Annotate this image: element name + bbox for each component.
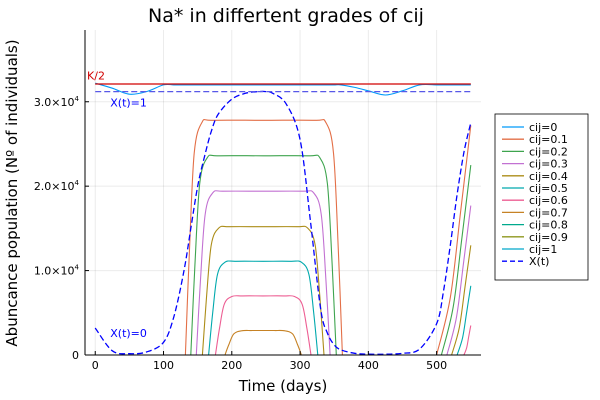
x-tick-label: 500 [426, 359, 447, 372]
series-cij-0-1-group [95, 83, 472, 356]
series-cij-0-6-group [214, 295, 472, 356]
annotations: K/2 X(t)=1 X(t)=0 [87, 70, 147, 340]
legend-entry: cij=0 [529, 121, 557, 134]
legend-entry: cij=0.3 [529, 158, 568, 171]
annotation-label: X(t)=0 [110, 327, 147, 340]
series-cij-0-5-plateau [208, 260, 319, 356]
series-cij-0-5-group [208, 260, 472, 356]
series-cij-0-2-group [190, 154, 472, 356]
x-tick-label: 200 [221, 359, 242, 372]
y-axis-label: Abuncance population (Nº of individuals) [3, 39, 21, 346]
series-cij-0-6-tail [463, 325, 472, 356]
grid [85, 30, 481, 356]
legend-entry: cij=0.7 [529, 206, 568, 219]
legend-entry: X(t) [529, 255, 549, 268]
y-tick-label: 0 [72, 349, 79, 362]
series-cij-0-1-plateau [184, 119, 343, 356]
series-lines [94, 82, 472, 356]
series-cij-0 [95, 82, 471, 96]
legend-entry: cij=0.5 [529, 182, 568, 195]
annotation-label: X(t)=1 [110, 97, 147, 110]
series-cij-0-6-plateau [214, 295, 312, 356]
series-cij-0-7-plateau [224, 329, 302, 356]
chart-title: Na* in differtent grades of cij [148, 5, 424, 27]
series-cij-0-4-plateau [201, 225, 325, 356]
y-tick-label: 1.0×104 [34, 264, 80, 278]
legend-entry: cij=0.9 [529, 231, 568, 244]
y-tick-label: 2.0×104 [34, 179, 80, 193]
ticks: 0 100 200 300 400 500 0 1.0×104 2.0×104 3.0×104 [34, 95, 447, 372]
legend: cij=0cij=0.1cij=0.2cij=0.3cij=0.4cij=0.5… [494, 113, 589, 281]
series-cij-0-group [95, 82, 471, 96]
x-tick-label: 100 [153, 359, 174, 372]
legend-entry: cij=0.4 [529, 170, 568, 183]
series-x-t--group [94, 90, 472, 355]
series-cij-0-7-group [224, 329, 302, 356]
series-cij-0-2-plateau [190, 154, 337, 356]
series-cij-0-3-tail [446, 205, 472, 356]
legend-entry: cij=0.8 [529, 219, 568, 232]
annotation-label: K/2 [87, 70, 105, 83]
legend-entry: cij=0.1 [529, 133, 568, 146]
legend-entry: cij=0.2 [529, 145, 568, 158]
series-cij-0-3-plateau [195, 190, 331, 356]
legend-box [494, 113, 589, 281]
legend-entry: cij=0.6 [529, 194, 568, 207]
series-cij-0-1-tail [436, 125, 472, 356]
series-cij-0-4-group [201, 225, 472, 356]
x-tick-label: 400 [358, 359, 379, 372]
series-cij-0-3-group [195, 190, 472, 356]
y-tick-label: 3.0×104 [34, 95, 80, 109]
x-tick-label: 300 [290, 359, 311, 372]
legend-entry: cij=1 [529, 243, 557, 256]
series-cij-0-5-tail [456, 285, 472, 356]
x-axis-label: Time (days) [238, 377, 328, 395]
series-cij-0-2-tail [440, 165, 472, 356]
axes [84, 30, 481, 356]
series-x-t- [94, 90, 472, 355]
x-tick-label: 0 [92, 359, 99, 372]
series-cij-0-4-tail [451, 245, 472, 356]
